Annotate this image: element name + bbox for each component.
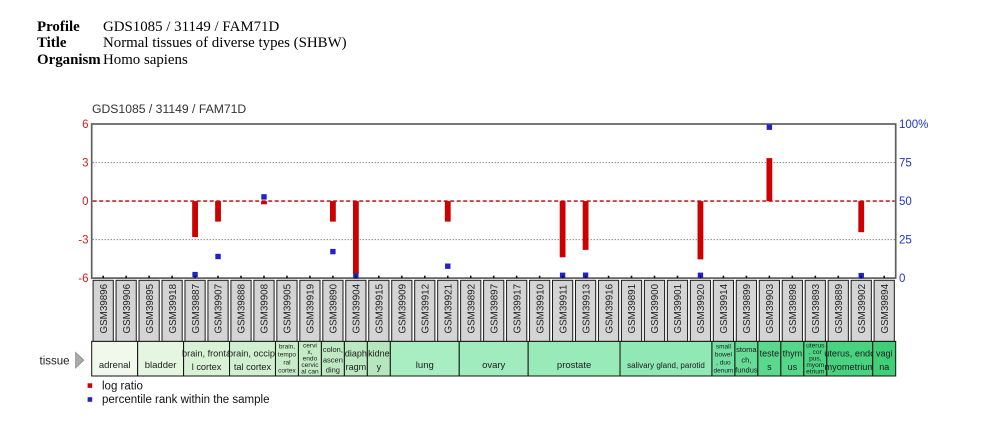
svg-text:na: na <box>879 362 889 372</box>
svg-text:GSM39912: GSM39912 <box>420 284 431 334</box>
svg-text:GSM39903: GSM39903 <box>765 283 776 333</box>
svg-text:log ratio: log ratio <box>102 381 143 393</box>
svg-text:brain, fronta: brain, fronta <box>182 348 232 358</box>
svg-text:denum: denum <box>713 368 733 375</box>
svg-text:GSM39919: GSM39919 <box>306 284 317 334</box>
svg-text:0: 0 <box>82 196 88 208</box>
svg-text:3: 3 <box>82 158 88 170</box>
svg-text:myometrium: myometrium <box>824 362 875 372</box>
svg-text:GSM39914: GSM39914 <box>719 283 730 333</box>
svg-text:GSM39898: GSM39898 <box>788 283 799 333</box>
svg-text:GSM39905: GSM39905 <box>283 283 294 333</box>
svg-text:small: small <box>716 344 732 351</box>
svg-text:GSM39913: GSM39913 <box>581 283 592 333</box>
svg-text:myom: myom <box>806 362 824 369</box>
svg-text:GSM39920: GSM39920 <box>696 283 707 333</box>
svg-text:bowel: bowel <box>715 352 733 359</box>
svg-text:GSM39901: GSM39901 <box>673 284 684 334</box>
svg-text:GSM39921: GSM39921 <box>443 284 454 334</box>
svg-text:stoma: stoma <box>736 345 757 354</box>
svg-text:vagi: vagi <box>876 348 893 358</box>
svg-text:s: s <box>767 362 772 372</box>
svg-text:cervic: cervic <box>301 362 319 369</box>
svg-text:GSM39918: GSM39918 <box>168 283 179 333</box>
svg-text:bladder: bladder <box>145 360 177 371</box>
svg-text:GSM39909: GSM39909 <box>398 284 409 334</box>
svg-text:ovary: ovary <box>482 360 505 371</box>
svg-text:, duo: , duo <box>716 360 731 367</box>
svg-text:colon,: colon, <box>323 345 343 354</box>
svg-text:25: 25 <box>899 235 912 247</box>
svg-text:GSM39899: GSM39899 <box>742 284 753 334</box>
svg-text:ral: ral <box>283 360 291 367</box>
svg-text:teste: teste <box>760 348 780 358</box>
svg-text:adrenal: adrenal <box>99 360 131 371</box>
svg-text:GSM39908: GSM39908 <box>260 283 271 333</box>
svg-text:al can: al can <box>301 369 319 376</box>
svg-text:cortex: cortex <box>278 368 296 375</box>
svg-text:y: y <box>377 362 382 372</box>
svg-text:50: 50 <box>899 196 912 208</box>
svg-text:l cortex: l cortex <box>192 362 222 372</box>
svg-text:kidne: kidne <box>368 348 390 358</box>
svg-text:x,: x, <box>307 349 312 356</box>
svg-text:uterus, endo: uterus, endo <box>824 348 875 358</box>
svg-text:uterus: uterus <box>806 343 825 350</box>
svg-text:GSM39893: GSM39893 <box>811 283 822 333</box>
svg-text:6: 6 <box>82 119 88 131</box>
svg-text:lung: lung <box>416 360 434 371</box>
svg-text:, cor: , cor <box>809 349 823 356</box>
svg-text:tal cortex: tal cortex <box>234 362 272 372</box>
svg-text:brain, occipi: brain, occipi <box>228 348 277 358</box>
svg-text:prostate: prostate <box>557 360 591 371</box>
svg-text:GSM39917: GSM39917 <box>512 284 523 334</box>
svg-text:cervi: cervi <box>303 343 317 350</box>
svg-text:GSM39906: GSM39906 <box>122 283 133 333</box>
svg-text:GSM39889: GSM39889 <box>834 284 845 334</box>
svg-text:GSM39915: GSM39915 <box>375 283 386 333</box>
svg-text:GSM39916: GSM39916 <box>604 283 615 333</box>
svg-text:ding: ding <box>326 366 340 375</box>
svg-text:GSM39891: GSM39891 <box>627 284 638 334</box>
svg-text:GSM39902: GSM39902 <box>857 284 868 334</box>
svg-text:fundus: fundus <box>735 366 758 375</box>
svg-text:GSM39904: GSM39904 <box>352 283 363 333</box>
svg-text:etrium: etrium <box>806 369 825 376</box>
svg-text:ascen: ascen <box>323 355 343 364</box>
svg-text:-6: -6 <box>78 273 88 285</box>
svg-text:GSM39897: GSM39897 <box>489 284 500 334</box>
svg-text:pus,: pus, <box>809 356 822 363</box>
svg-text:GSM39890: GSM39890 <box>329 283 340 333</box>
svg-text:GSM39896: GSM39896 <box>99 283 110 333</box>
svg-text:salivary gland, parotid: salivary gland, parotid <box>627 361 705 370</box>
svg-text:GSM39892: GSM39892 <box>466 284 477 334</box>
svg-text:GDS1085 / 31149 / FAM71D: GDS1085 / 31149 / FAM71D <box>92 102 246 116</box>
svg-text:GSM39900: GSM39900 <box>650 283 661 333</box>
svg-text:tempo: tempo <box>278 352 296 359</box>
svg-text:ch,: ch, <box>741 355 751 364</box>
svg-text:thym: thym <box>783 348 803 358</box>
svg-text:100%: 100% <box>899 119 928 131</box>
svg-text:us: us <box>788 362 798 372</box>
svg-text:GSM39894: GSM39894 <box>880 283 891 333</box>
svg-text:75: 75 <box>899 158 912 170</box>
svg-text:0: 0 <box>899 273 905 285</box>
svg-text:endo: endo <box>303 356 318 363</box>
svg-text:GSM39887: GSM39887 <box>191 284 202 334</box>
svg-text:GSM39911: GSM39911 <box>558 285 569 334</box>
svg-text:tissue: tissue <box>40 356 70 368</box>
svg-text:diaph: diaph <box>345 348 367 358</box>
svg-text:GSM39910: GSM39910 <box>535 283 546 333</box>
svg-text:-3: -3 <box>78 235 88 247</box>
svg-text:percentile rank within the sam: percentile rank within the sample <box>102 394 269 406</box>
svg-text:GSM39895: GSM39895 <box>145 283 156 333</box>
svg-text:brain,: brain, <box>279 344 295 351</box>
svg-text:ragm: ragm <box>346 362 367 372</box>
svg-text:GSM39907: GSM39907 <box>214 284 225 334</box>
svg-text:GSM39888: GSM39888 <box>237 283 248 333</box>
